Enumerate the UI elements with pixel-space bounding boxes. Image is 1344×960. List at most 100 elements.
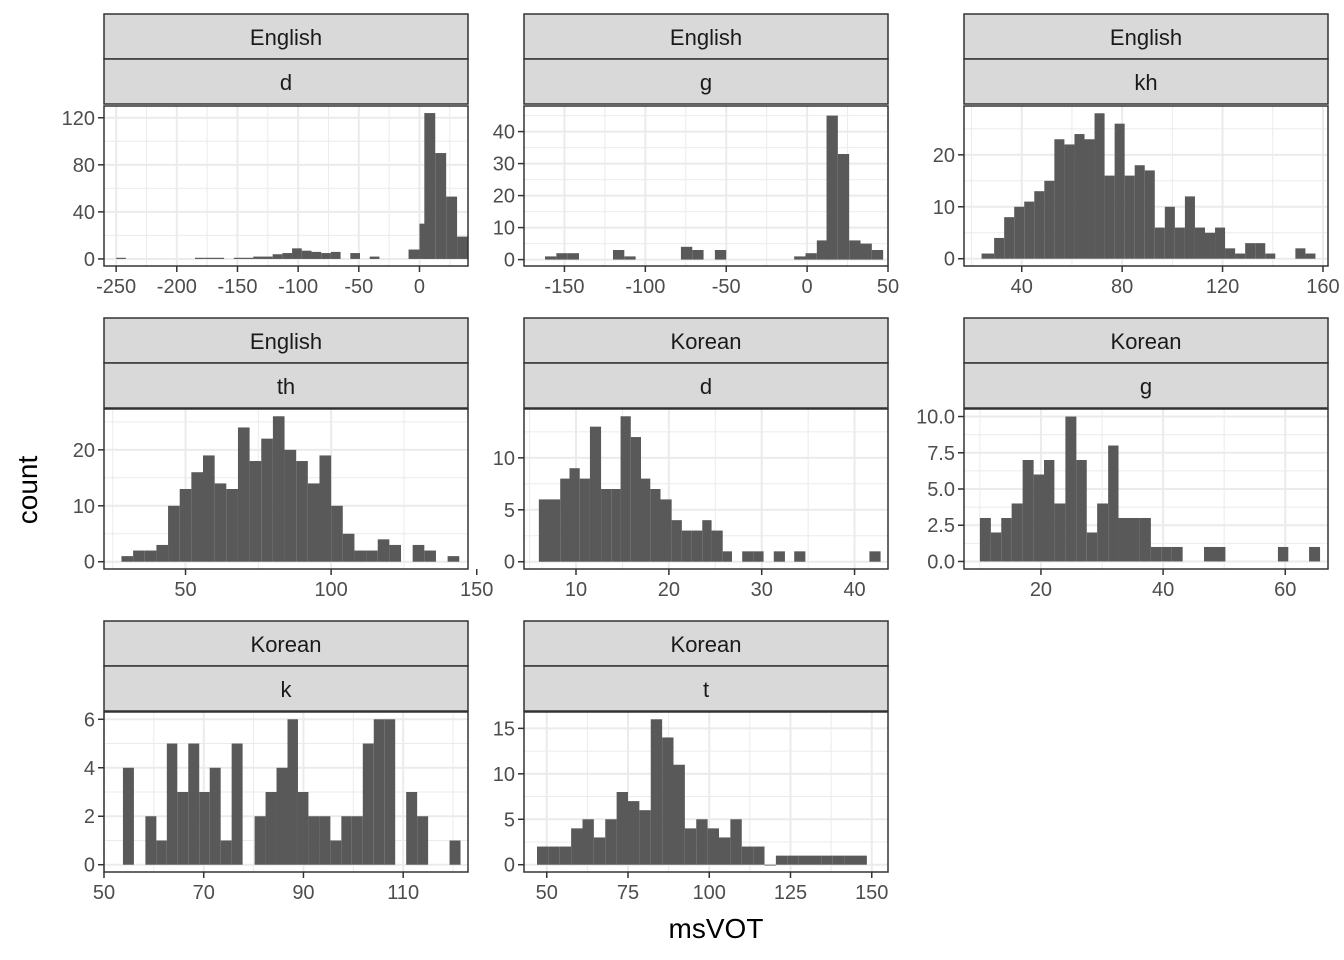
histogram-bar xyxy=(832,855,845,865)
histogram-bar xyxy=(366,550,378,562)
histogram-bar xyxy=(589,426,602,562)
histogram-bar xyxy=(1086,532,1098,562)
histogram-bar xyxy=(449,840,461,865)
histogram-bar xyxy=(692,250,704,260)
histogram-bar xyxy=(204,257,215,259)
histogram-bar xyxy=(341,816,352,865)
strip-consonant-background xyxy=(103,58,469,105)
histogram-bar xyxy=(1305,253,1316,259)
histogram-bar xyxy=(249,461,262,562)
histogram-bar xyxy=(1084,139,1095,259)
y-tick-label: 5 xyxy=(504,500,515,522)
histogram-bar xyxy=(722,551,732,562)
strip-language-background xyxy=(523,620,889,667)
strip-language-label: English xyxy=(250,25,322,50)
histogram-bar xyxy=(538,499,550,562)
strip-consonant-label: g xyxy=(1140,374,1152,399)
y-tick-label: 0.0 xyxy=(927,551,955,573)
facet-panel-korean-g: Korean g 20 40 60 0.0 2.5 5.0 7.5 10.0 xyxy=(916,317,1329,601)
histogram-bar xyxy=(742,551,754,562)
y-tick-label: 0 xyxy=(84,855,95,877)
histogram-bar xyxy=(177,792,189,865)
y-tick-label: 6 xyxy=(84,709,95,731)
strip-consonant-label: t xyxy=(703,677,709,702)
histogram-bar xyxy=(1074,134,1085,259)
histogram-bar xyxy=(373,719,385,865)
x-tick-label: 100 xyxy=(314,579,347,601)
histogram-bar xyxy=(122,767,134,865)
histogram-bar xyxy=(1054,503,1066,562)
histogram-bar xyxy=(628,801,640,865)
strip-language-label: English xyxy=(670,25,742,50)
x-tick-label: 125 xyxy=(774,882,807,904)
y-tick-label: 0 xyxy=(84,552,95,574)
x-tick-label: -150 xyxy=(217,276,257,298)
histogram-bar xyxy=(321,253,331,259)
histogram-bar xyxy=(362,743,374,865)
histogram-bar xyxy=(424,113,436,259)
x-tick-label: 0 xyxy=(414,276,425,298)
x-tick-label: -50 xyxy=(344,276,373,298)
histogram-bar xyxy=(350,253,361,259)
histogram-bar xyxy=(849,240,861,260)
histogram-bar xyxy=(537,846,549,865)
histogram-bar xyxy=(1225,248,1236,259)
histogram-bar xyxy=(696,819,708,865)
histogram-bar xyxy=(556,253,568,260)
x-tick-label: 20 xyxy=(1030,579,1052,601)
histogram-bar xyxy=(855,855,867,865)
histogram-bar xyxy=(188,743,200,865)
strip-language-label: Korean xyxy=(671,632,742,657)
histogram-bar xyxy=(1277,546,1289,562)
histogram-bar xyxy=(1194,227,1205,259)
y-tick-label: 10 xyxy=(73,496,95,518)
x-tick-label: 70 xyxy=(193,882,215,904)
y-tick-label: 4 xyxy=(84,758,95,780)
x-tick-label: -100 xyxy=(625,276,665,298)
histogram-bar xyxy=(351,816,363,865)
histogram-bar xyxy=(1108,445,1119,562)
histogram-bar xyxy=(650,719,663,865)
histogram-bar xyxy=(601,489,612,562)
histogram-bar xyxy=(276,767,288,865)
histogram-bar xyxy=(133,550,145,562)
x-tick-label: 40 xyxy=(1152,579,1174,601)
histogram-bar xyxy=(764,864,776,866)
histogram-bar xyxy=(1184,196,1195,259)
strip-consonant-label: d xyxy=(280,70,292,95)
x-tick-label: 50 xyxy=(536,882,558,904)
histogram-bar xyxy=(145,816,157,865)
histogram-bar xyxy=(331,505,343,562)
histogram-bar xyxy=(214,483,227,562)
histogram-bar xyxy=(231,743,243,865)
y-tick-label: 0 xyxy=(84,249,95,271)
histogram-bar xyxy=(282,253,293,259)
x-tick-label: 160 xyxy=(1306,276,1339,298)
histogram-bar xyxy=(262,256,273,259)
histogram-bar xyxy=(1164,206,1175,259)
histogram-bar xyxy=(624,256,636,260)
histogram-bar xyxy=(620,416,631,562)
histogram-bar xyxy=(810,855,822,865)
histogram-bar xyxy=(1204,546,1216,562)
histogram-bar xyxy=(741,846,754,865)
x-tick-label: 60 xyxy=(1274,579,1296,601)
x-tick-label: 10 xyxy=(565,579,587,601)
histogram-bar xyxy=(560,478,570,562)
histogram-bar xyxy=(301,250,312,259)
histogram-bar xyxy=(714,250,727,260)
histogram-bar xyxy=(384,719,396,865)
histogram-bar xyxy=(287,719,298,865)
histogram-bar xyxy=(1161,546,1172,562)
histogram-bar xyxy=(1004,217,1015,259)
histogram-bar xyxy=(826,115,838,260)
histogram-bar xyxy=(1104,175,1115,259)
facet-panel-english-g: English g -150 -100 -50 0 50 0 10 20 30 40 xyxy=(493,13,899,298)
strip-language-background xyxy=(103,317,469,364)
x-tick-label: -150 xyxy=(544,276,584,298)
x-tick-label: 0 xyxy=(802,276,813,298)
histogram-bar xyxy=(787,855,799,865)
histogram-bar xyxy=(605,819,617,865)
x-tick-label: 40 xyxy=(843,579,865,601)
